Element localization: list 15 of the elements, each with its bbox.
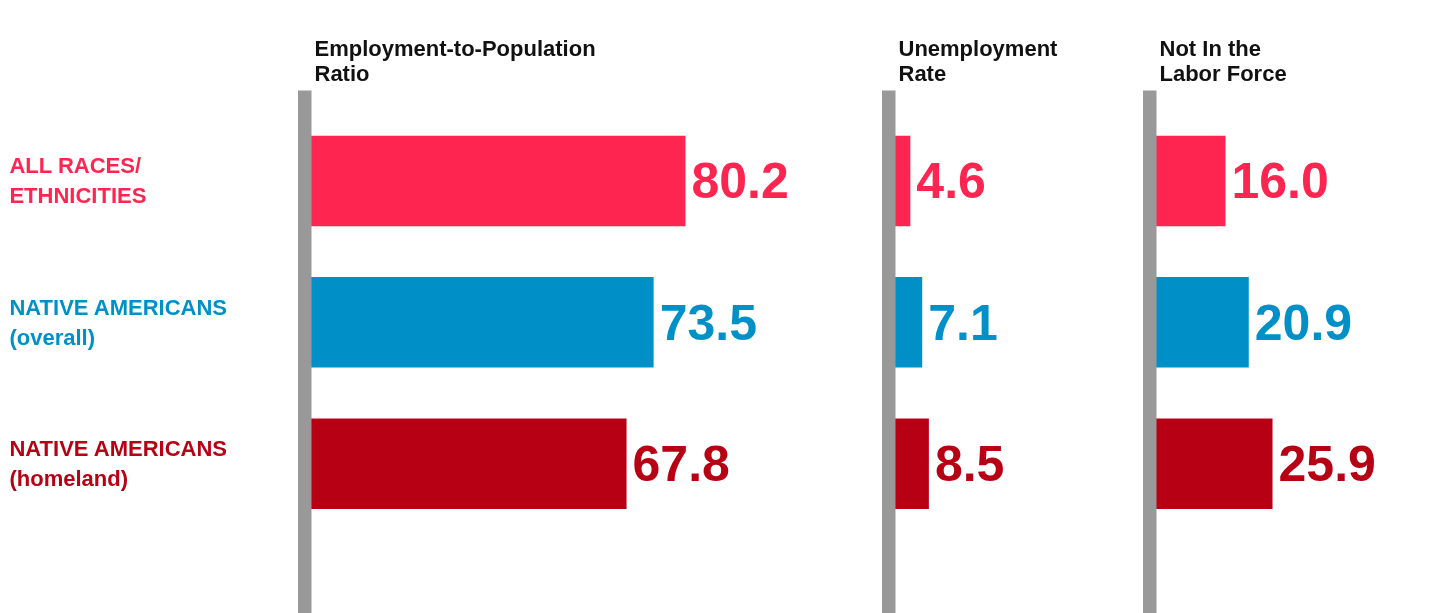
data-label: 25.9 [1278, 436, 1376, 493]
y-tick-label: NATIVE AMERICANS (overall) [9, 294, 227, 350]
data-label: 4.6 [916, 153, 986, 210]
chart-title: Not In the Labor Force [1159, 35, 1287, 86]
data-label: 16.0 [1231, 153, 1329, 210]
text: Unemployment Rate [898, 35, 1059, 86]
data-label: 80.2 [691, 153, 789, 210]
data-label: 8.5 [934, 436, 1005, 493]
data-label: 73.5 [659, 294, 757, 351]
data-label: 7.1 [928, 294, 998, 351]
data-label: 20.9 [1254, 294, 1353, 351]
data-label: 67.8 [632, 436, 730, 493]
y-tick-label: ALL RACES/ ETHNICITIES [9, 153, 147, 209]
chart-title: Employment-to-Population Ratio [314, 35, 596, 86]
y-tick-label: NATIVE AMERICANS (homeland) [9, 436, 227, 492]
